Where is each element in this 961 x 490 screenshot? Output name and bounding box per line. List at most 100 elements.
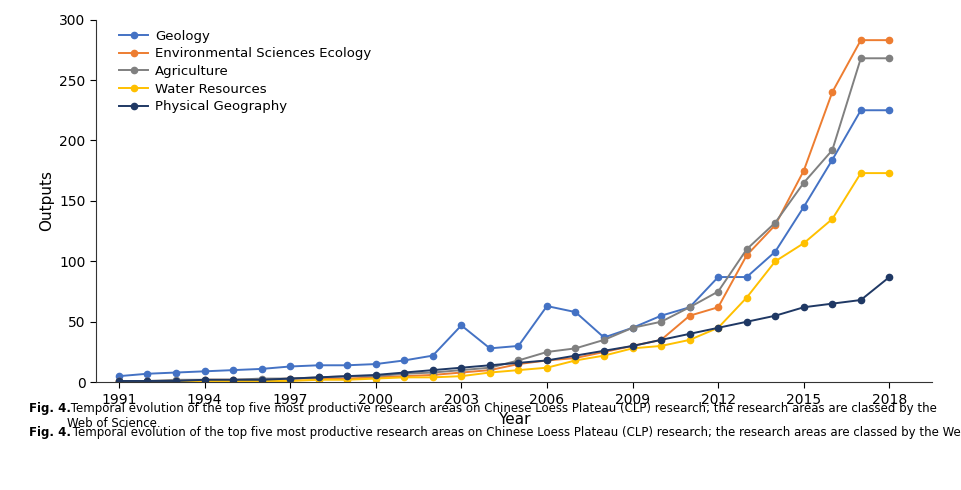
Physical Geography [770,313,781,318]
Physical Geography [313,374,325,380]
Geology [712,274,724,280]
Agriculture [399,371,410,377]
Environmental Sciences Ecology [199,377,210,383]
Physical Geography [399,369,410,375]
Environmental Sciences Ecology [655,337,667,343]
Geology [655,313,667,318]
Environmental Sciences Ecology [741,252,752,258]
Water Resources [484,369,496,375]
Environmental Sciences Ecology [399,373,410,379]
Agriculture [427,369,438,375]
Agriculture [141,378,153,384]
Agriculture [341,373,353,379]
Water Resources [370,376,382,382]
Agriculture [484,365,496,370]
Water Resources [113,379,125,385]
Geology [284,364,296,369]
Agriculture [541,349,553,355]
Y-axis label: Outputs: Outputs [38,171,54,231]
Agriculture [199,377,210,383]
Water Resources [341,377,353,383]
Environmental Sciences Ecology [341,376,353,382]
Water Resources [512,367,524,373]
Agriculture [855,55,867,61]
Water Resources [627,345,638,351]
Physical Geography [712,325,724,331]
Geology [456,322,467,328]
Geology [512,343,524,349]
Water Resources [284,378,296,384]
Water Resources [599,353,610,359]
Agriculture [370,373,382,379]
Environmental Sciences Ecology [141,378,153,384]
Geology [170,369,182,375]
Physical Geography [741,319,752,325]
Agriculture [313,374,325,380]
Water Resources [684,337,696,343]
Environmental Sciences Ecology [456,369,467,375]
Agriculture [599,337,610,343]
Text: Fig. 4.: Fig. 4. [29,402,71,415]
Line: Agriculture: Agriculture [116,55,893,384]
Agriculture [512,358,524,364]
X-axis label: Year: Year [498,412,530,427]
Agriculture [570,345,581,351]
Physical Geography [284,376,296,382]
Physical Geography [170,378,182,384]
Agriculture [456,367,467,373]
Water Resources [655,343,667,349]
Geology [798,204,809,210]
Agriculture [712,289,724,294]
Environmental Sciences Ecology [599,349,610,355]
Physical Geography [512,360,524,366]
Agriculture [741,246,752,252]
Agriculture [798,180,809,186]
Geology [826,157,838,163]
Physical Geography [655,337,667,343]
Water Resources [826,216,838,222]
Physical Geography [256,377,267,383]
Environmental Sciences Ecology [712,304,724,310]
Legend: Geology, Environmental Sciences Ecology, Agriculture, Water Resources, Physical : Geology, Environmental Sciences Ecology,… [119,30,371,113]
Environmental Sciences Ecology [313,376,325,382]
Agriculture [770,220,781,225]
Agriculture [256,376,267,382]
Geology [770,249,781,255]
Environmental Sciences Ecology [627,343,638,349]
Water Resources [256,378,267,384]
Agriculture [170,377,182,383]
Geology [427,353,438,359]
Geology [141,371,153,377]
Physical Geography [883,274,895,280]
Text: Temporal evolution of the top five most productive research areas on Chinese Loe: Temporal evolution of the top five most … [66,402,937,430]
Geology [855,107,867,113]
Environmental Sciences Ecology [684,313,696,318]
Physical Geography [684,331,696,337]
Agriculture [228,377,239,383]
Environmental Sciences Ecology [284,376,296,382]
Physical Geography [370,372,382,378]
Geology [256,366,267,372]
Text: Temporal evolution of the top five most productive research areas on Chinese Loe: Temporal evolution of the top five most … [69,426,961,440]
Water Resources [741,294,752,300]
Text: Fig. 4.: Fig. 4. [29,426,71,440]
Environmental Sciences Ecology [883,37,895,43]
Environmental Sciences Ecology [826,89,838,95]
Agriculture [113,378,125,384]
Physical Geography [427,367,438,373]
Physical Geography [570,353,581,359]
Line: Water Resources: Water Resources [116,170,893,385]
Geology [599,335,610,341]
Geology [484,345,496,351]
Physical Geography [228,377,239,383]
Environmental Sciences Ecology [512,361,524,367]
Geology [541,303,553,309]
Physical Geography [484,362,496,368]
Physical Geography [456,365,467,370]
Water Resources [570,358,581,364]
Physical Geography [199,377,210,383]
Water Resources [456,373,467,379]
Line: Geology: Geology [116,107,893,379]
Environmental Sciences Ecology [170,378,182,384]
Water Resources [770,258,781,264]
